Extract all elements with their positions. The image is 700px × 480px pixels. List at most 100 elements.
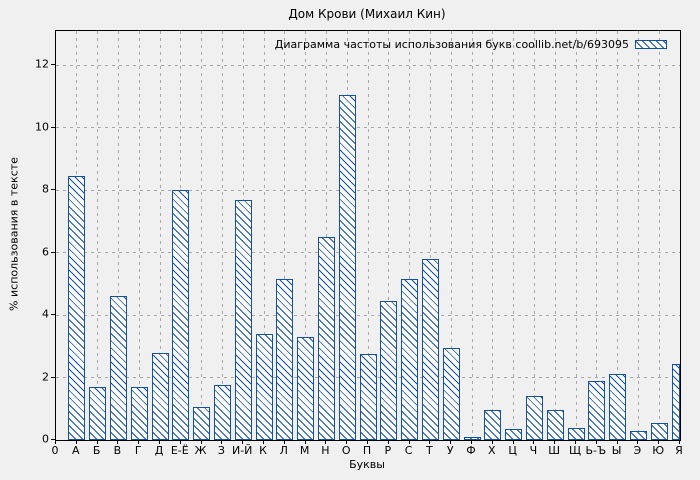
x-tick-mark [55, 440, 56, 444]
x-gridline [388, 31, 390, 440]
x-tick-mark [242, 440, 244, 444]
x-tick-mark [616, 440, 618, 444]
bar-Ь-Ъ [588, 381, 606, 440]
x-tick-label: Х [488, 444, 496, 457]
x-gridline [367, 31, 369, 440]
x-tick-label: У [446, 444, 454, 457]
bar-М [297, 337, 315, 440]
bar-Д [151, 353, 169, 440]
x-gridline [596, 31, 598, 440]
y-tick-label: 12 [35, 57, 49, 71]
x-tick-label: Ы [611, 444, 622, 457]
x-tick-label: В [113, 444, 122, 457]
x-tick-label: Ч [529, 444, 538, 457]
bar-Э [629, 431, 647, 440]
bar-Х [484, 410, 502, 440]
x-tick-mark [429, 440, 431, 444]
x-tick-mark [658, 440, 660, 444]
bar-У [442, 348, 460, 440]
x-tick-mark [179, 440, 181, 444]
x-tick-label: П [362, 444, 372, 457]
chart-title: Дом Крови (Михаил Кин) [288, 7, 446, 21]
x-tick-label: Р [384, 444, 392, 457]
x-tick-label: Ц [508, 444, 517, 457]
bar-Ш [546, 410, 564, 440]
x-gridline [263, 31, 265, 440]
x-gridline [409, 31, 411, 440]
bar-Р [380, 301, 398, 440]
legend-swatch-hatch [635, 40, 667, 49]
x-tick-label: Ф [466, 444, 476, 457]
bar-Ц [505, 429, 523, 440]
x-gridline [201, 31, 203, 440]
x-origin-label: 0 [51, 444, 59, 457]
x-tick-label: З [217, 444, 225, 457]
bar-А [68, 176, 86, 440]
x-tick-label: Э [633, 444, 642, 457]
bar-И-Й [234, 200, 252, 440]
legend-label: Диаграмма частоты использования букв coo… [274, 38, 629, 51]
x-tick-label: А [72, 444, 80, 457]
x-gridline [575, 31, 577, 440]
y-tick-mark [51, 251, 55, 253]
y-tick-label: 6 [42, 245, 49, 259]
bar-Ф [463, 437, 481, 440]
plot-area: Диаграмма частоты использования букв coo… [55, 30, 681, 441]
x-tick-mark [533, 440, 535, 444]
x-tick-mark [367, 440, 368, 444]
bar-П [359, 354, 377, 440]
y-tick-label: 10 [35, 120, 49, 134]
x-tick-label: Щ [568, 444, 582, 457]
x-gridline [617, 31, 619, 440]
y-tick-mark [51, 189, 55, 191]
x-tick-mark [75, 440, 77, 444]
x-gridline [138, 31, 140, 440]
y-tick-label: 0 [42, 432, 49, 446]
x-tick-label: Ь-Ъ [585, 444, 607, 457]
x-tick-mark [387, 440, 389, 444]
x-tick-mark [637, 440, 639, 444]
x-tick-mark [595, 440, 597, 444]
x-tick-mark [325, 440, 327, 444]
x-tick-mark [512, 440, 514, 444]
y-tick-mark [51, 376, 55, 378]
bar-Л [276, 279, 294, 440]
y-tick-mark [51, 314, 55, 316]
bar-К [255, 334, 273, 440]
x-tick-label: Ж [194, 444, 207, 457]
x-gridline [450, 31, 452, 440]
x-gridline [533, 31, 535, 440]
x-tick-label: Б [92, 444, 101, 457]
x-tick-label: Ш [548, 444, 561, 457]
x-gridline [658, 31, 660, 440]
x-tick-mark [346, 440, 348, 444]
x-tick-mark [221, 440, 223, 444]
x-tick-mark [554, 440, 556, 444]
x-tick-mark [304, 440, 306, 444]
bar-Т [421, 259, 439, 440]
bar-Я [671, 364, 680, 440]
x-tick-mark [471, 440, 472, 444]
x-tick-label: Ю [652, 444, 665, 457]
y-tick-label: 2 [42, 370, 49, 384]
x-tick-label: О [341, 444, 351, 457]
x-tick-label: И-Й [231, 444, 253, 457]
x-gridline [554, 31, 556, 440]
x-gridline [159, 31, 161, 440]
bar-Ж [193, 407, 211, 440]
x-tick-mark [408, 440, 410, 444]
bar-З [213, 385, 231, 440]
x-gridline [284, 31, 286, 440]
x-tick-label: Н [321, 444, 330, 457]
x-tick-mark [159, 440, 160, 444]
y-tick-mark [51, 439, 55, 440]
x-tick-mark [200, 440, 202, 444]
bar-С [401, 279, 419, 440]
bar-Ч [525, 396, 543, 440]
x-gridline [492, 31, 494, 440]
x-tick-mark [138, 440, 140, 444]
y-tick-mark [51, 126, 55, 128]
x-tick-mark [679, 440, 680, 444]
y-tick-mark [51, 64, 55, 66]
